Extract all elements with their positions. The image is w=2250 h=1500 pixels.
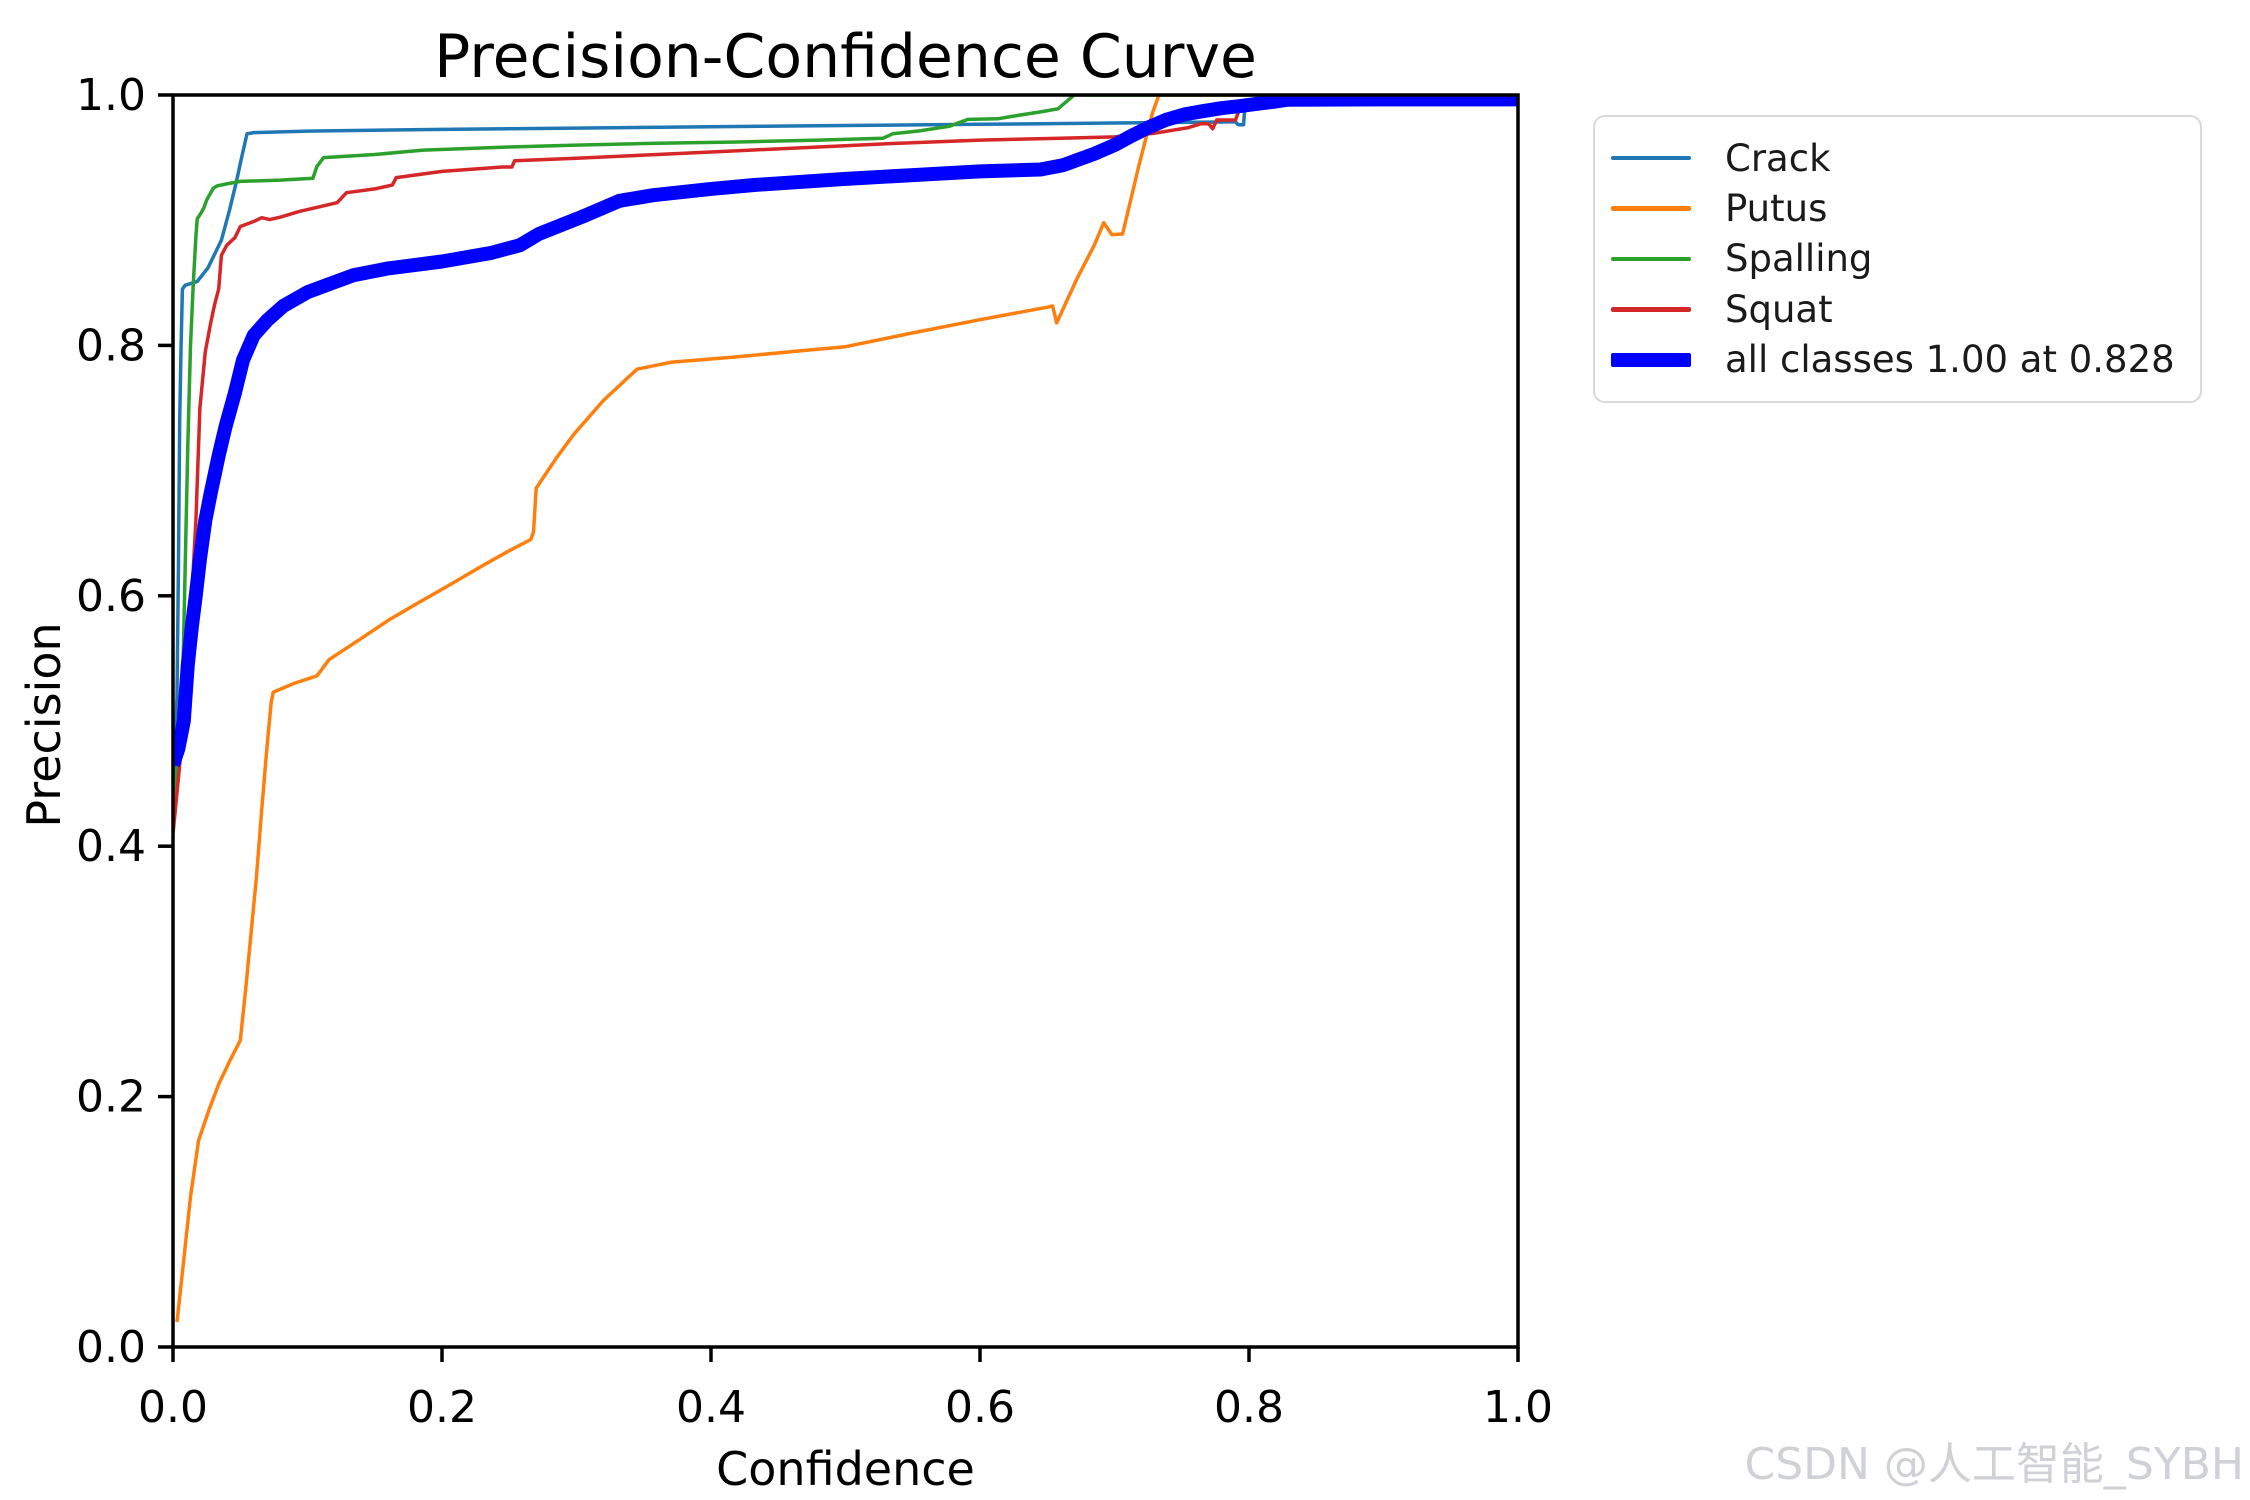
x-tick-label-4: 0.8 [1214,1382,1284,1433]
y-tick-label-4: 0.8 [76,320,146,371]
legend-swatch-squat [1611,307,1691,312]
legend-item-squat: Squat [1611,288,2192,331]
series-line-putus [175,95,1518,1323]
series-line-squat [173,97,1518,834]
series-line-crack [173,97,1518,809]
legend-label-all-classes-1-00-at-0-828: all classes 1.00 at 0.828 [1725,338,2175,382]
x-tick-label-1: 0.2 [407,1382,477,1433]
legend-item-putus: Putus [1611,187,2192,230]
legend-label-crack: Crack [1725,136,1831,180]
legend: Crack Putus Spalling Squat all classes 1.00 … [1593,115,2202,403]
legend-swatch-spalling [1611,256,1691,262]
watermark-text: CSDN @人工智能_SYBH [1744,1439,2244,1490]
legend-item-crack: Crack [1611,137,2192,180]
y-tick-label-1: 0.2 [76,1072,146,1123]
legend-swatch-crack [1611,155,1691,161]
legend-swatch-putus [1611,206,1691,211]
x-axis-label: Confidence [716,1442,975,1496]
series-line-spalling [173,95,1518,822]
chart-title: Precision-Confidence Curve [434,22,1257,92]
y-tick-label-0: 0.0 [76,1322,146,1373]
axes-spines [171,93,1520,1349]
y-tick-label-3: 0.6 [76,571,146,622]
legend-label-putus: Putus [1725,187,1828,231]
legend-swatch-all-classes-1-00-at-0-828 [1611,352,1691,367]
x-tick-label-3: 0.6 [945,1382,1015,1433]
x-tick-label-5: 1.0 [1483,1382,1553,1433]
x-tick-label-2: 0.4 [676,1382,746,1433]
y-tick-label-5: 1.0 [76,70,146,121]
series-line-all-classes-1-00-at-0-828 [173,95,1518,768]
legend-label-spalling: Spalling [1725,237,1873,281]
legend-label-squat: Squat [1725,287,1833,331]
legend-item-spalling: Spalling [1611,237,2192,280]
x-tick-label-0: 0.0 [138,1382,208,1433]
y-axis-label: Precision [17,622,71,828]
y-tick-label-2: 0.4 [76,821,146,872]
series-lines [173,95,1518,1323]
legend-item-all-classes-1-00-at-0-828: all classes 1.00 at 0.828 [1611,338,2192,381]
